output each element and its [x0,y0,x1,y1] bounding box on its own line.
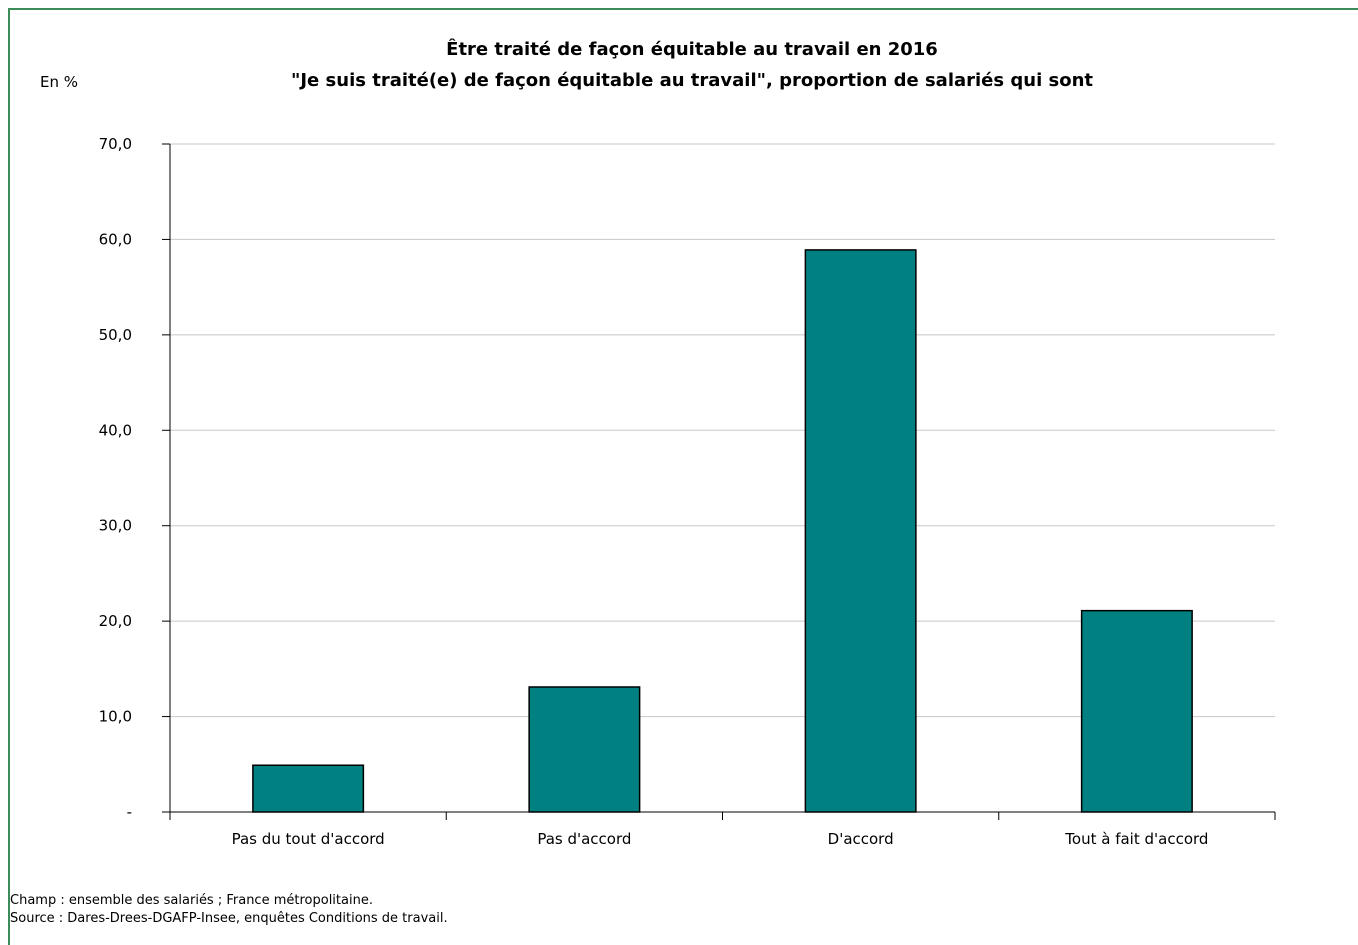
bar [1080,609,1193,813]
chart-title: Être traité de façon équitable au travai… [446,38,938,60]
scope-note: Champ : ensemble des salariés ; France m… [10,893,373,908]
y-axis-unit-label: En % [40,73,79,91]
y-tick-label: 20,0 [99,612,132,630]
bars [252,249,1193,813]
source-note: Source : Dares-Drees-DGAFP-Insee, enquêt… [10,911,448,926]
y-tick-labels: - 10,0 20,0 30,0 40,0 50,0 60,0 70,0 [99,135,132,821]
y-tick-label: 10,0 [99,708,132,726]
chart-subtitle: "Je suis traité(e) de façon équitable au… [291,70,1093,91]
bar [804,249,917,813]
x-tick-label: Pas d'accord [537,830,631,848]
bar [252,764,365,813]
chart-frame [8,8,1358,945]
y-tick-label: 70,0 [99,135,132,153]
y-tick-label: 30,0 [99,517,132,535]
x-tick-label: D'accord [828,830,894,848]
y-tick-label: 60,0 [99,230,132,248]
bar [528,686,641,813]
axes [162,143,1276,820]
x-tick-label: Tout à fait d'accord [1064,830,1208,848]
y-tick-label: - [127,803,132,821]
x-tick-label: Pas du tout d'accord [232,830,385,848]
x-tick-labels: Pas du tout d'accord Pas d'accord D'accord… [232,830,1209,848]
y-tick-label: 50,0 [99,326,132,344]
y-tick-label: 40,0 [99,421,132,439]
